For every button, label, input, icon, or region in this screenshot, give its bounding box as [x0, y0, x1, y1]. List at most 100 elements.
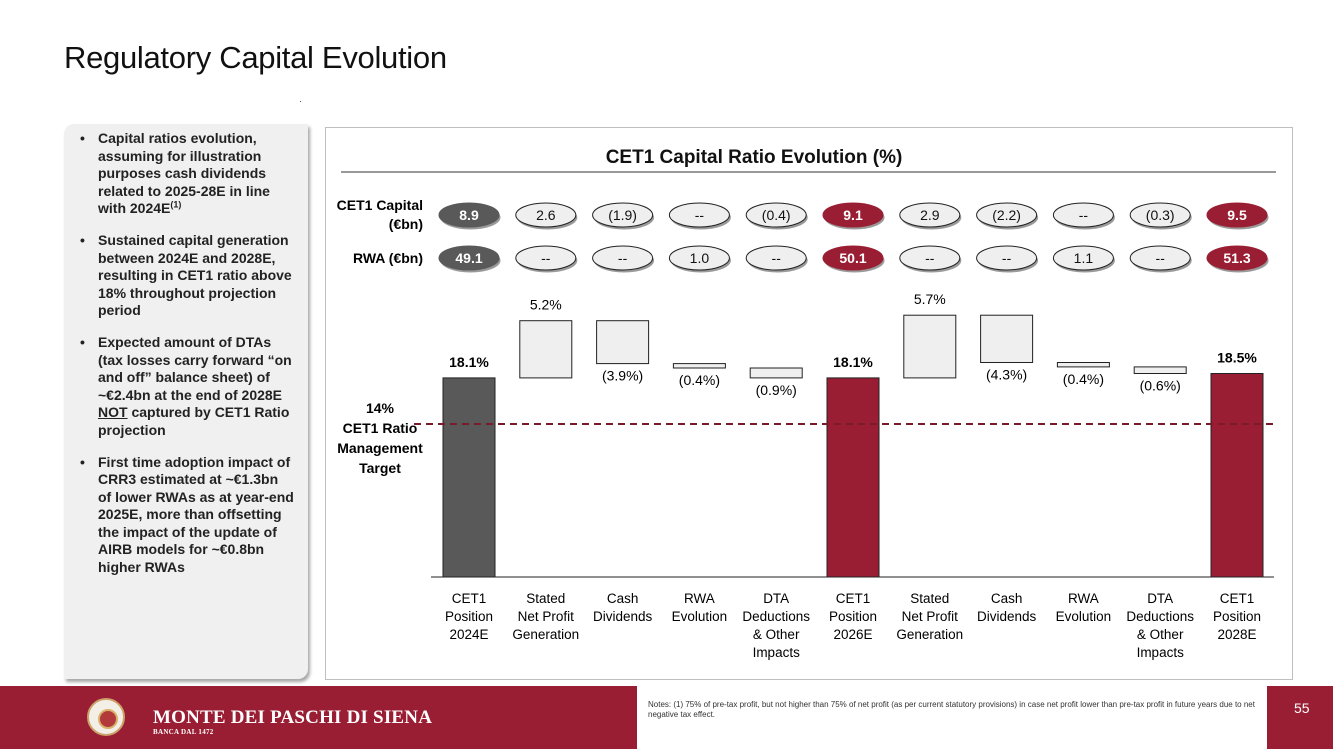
cet1-capital-pill-label: 9.5 [1227, 207, 1247, 223]
cet1-capital-pill-label: (0.3) [1146, 207, 1175, 223]
bar-value-label: 18.1% [833, 354, 873, 370]
bar-value-label: (3.9%) [602, 368, 643, 384]
rwa-pill-label: -- [772, 250, 782, 266]
cet1-capital-pill-label: (1.9) [608, 207, 637, 223]
category-label: Deductions [1126, 609, 1194, 624]
category-label: Dividends [977, 609, 1037, 624]
cet1-capital-pill [899, 202, 961, 228]
category-label: Position [829, 609, 877, 624]
cet1-capital-pill-label: -- [1079, 207, 1089, 223]
cet1-capital-label-line2: (€bn) [389, 216, 423, 232]
category-label: Deductions [742, 609, 810, 624]
cet1-capital-pill-label: -- [695, 207, 705, 223]
category-label: Impacts [753, 645, 801, 660]
bar-delta [980, 314, 1034, 363]
rwa-pill [976, 245, 1038, 271]
category-label: RWA [1068, 591, 1099, 606]
cet1-capital-pill-label: 9.1 [843, 207, 863, 223]
bullet-dta: Expected amount of DTAs (tax losses carr… [80, 334, 295, 440]
cet1-capital-pill-label: (2.2) [992, 207, 1021, 223]
notes-text: Notes: (1) 75% of pre-tax profit, but no… [648, 700, 1255, 719]
footer-notes: Notes: (1) 75% of pre-tax profit, but no… [637, 686, 1267, 749]
category-label: & Other [753, 627, 800, 642]
bar-delta [596, 320, 650, 365]
page-number: 55 [1294, 700, 1310, 716]
bar-cet1-position [826, 377, 880, 578]
cet1-capital-pill [668, 202, 730, 228]
cet1-capital-pill-label: 8.9 [459, 207, 479, 223]
chart-title: CET1 Capital Ratio Evolution (%) [606, 147, 903, 168]
footer: MONTE DEI PASCHI DI SIENA BANCA DAL 1472… [0, 686, 1333, 749]
bar-cet1-position [1210, 373, 1264, 578]
rwa-pill [822, 245, 884, 271]
cet1-capital-pill [822, 202, 884, 228]
target-label: Management [337, 440, 423, 456]
bar-value-label: 5.7% [914, 291, 946, 307]
rwa-label: RWA (€bn) [353, 250, 423, 266]
bar-delta [519, 320, 573, 379]
rwa-pill-label: -- [1002, 250, 1012, 266]
category-label: Evolution [672, 609, 728, 624]
category-label: Position [1213, 609, 1261, 624]
rwa-pill-label: 1.1 [1074, 250, 1094, 266]
bar-delta [749, 367, 803, 379]
bullet-capital-generation: Sustained capital generation between 202… [80, 232, 295, 320]
rwa-pill-label: 1.0 [690, 250, 710, 266]
category-label: 2028E [1217, 627, 1256, 642]
bullet-capital-ratios: Capital ratios evolution, assuming for i… [80, 130, 295, 218]
page-title: Regulatory Capital Evolution [64, 40, 447, 75]
cet1-capital-pill [515, 202, 577, 228]
footnote-ref: (1) [170, 199, 182, 210]
category-label: Generation [512, 627, 579, 642]
rwa-pill-label: 51.3 [1223, 250, 1250, 266]
cet1-capital-pill [976, 202, 1038, 228]
bar-value-label: (0.4%) [679, 372, 720, 388]
brand-name: MONTE DEI PASCHI DI SIENA [153, 707, 433, 728]
bank-logo-seal [87, 698, 125, 736]
chart-panel: CET1 Capital Ratio Evolution (%) CET1 Cap… [325, 127, 1293, 680]
rwa-pill [745, 245, 807, 271]
not-emphasis: NOT [98, 404, 128, 421]
category-label: 2026E [833, 627, 872, 642]
rwa-pill [668, 245, 730, 271]
cet1-capital-pill [438, 202, 500, 228]
rwa-pill [1206, 245, 1268, 271]
rwa-pill-label: -- [541, 250, 551, 266]
category-label: CET1 [836, 591, 871, 606]
category-label: Net Profit [902, 609, 959, 624]
bullet-crr3: First time adoption impact of CRR3 estim… [80, 454, 295, 577]
category-label: CET1 [1220, 591, 1255, 606]
category-label: Cash [991, 591, 1023, 606]
category-label: RWA [684, 591, 715, 606]
category-label: & Other [1137, 627, 1184, 642]
category-label: Net Profit [518, 609, 575, 624]
cet1-capital-pill [592, 202, 654, 228]
cet1-capital-pill-label: 2.9 [920, 207, 940, 223]
decorative-dot [300, 101, 301, 102]
category-label: Stated [526, 591, 565, 606]
rwa-pill [899, 245, 961, 271]
rwa-pill [592, 245, 654, 271]
cet1-capital-pill-label: 2.6 [536, 207, 556, 223]
rwa-pill-label: 49.1 [455, 250, 482, 266]
cet1-capital-label-line1: CET1 Capital [337, 197, 423, 213]
category-label: DTA [1147, 591, 1173, 606]
bar-value-label: (0.4%) [1063, 371, 1104, 387]
cet1-capital-pill [1129, 202, 1191, 228]
category-label: Evolution [1056, 609, 1112, 624]
bar-delta [1056, 362, 1110, 368]
bar-value-label: (0.6%) [1140, 378, 1181, 394]
bar-value-label: 18.1% [449, 354, 489, 370]
category-label: Cash [607, 591, 639, 606]
category-label: 2024E [449, 627, 488, 642]
summary-bullets: Capital ratios evolution, assuming for i… [80, 130, 295, 591]
target-label: CET1 Ratio [343, 420, 418, 436]
bar-value-label: 5.2% [530, 297, 562, 313]
bar-delta [1133, 366, 1187, 374]
bar-delta [903, 314, 957, 379]
rwa-pill [1052, 245, 1114, 271]
brand-subtitle: BANCA DAL 1472 [153, 728, 214, 736]
footer-brand-area: MONTE DEI PASCHI DI SIENA BANCA DAL 1472 [0, 686, 637, 749]
cet1-capital-pill [1052, 202, 1114, 228]
category-label: Generation [896, 627, 963, 642]
